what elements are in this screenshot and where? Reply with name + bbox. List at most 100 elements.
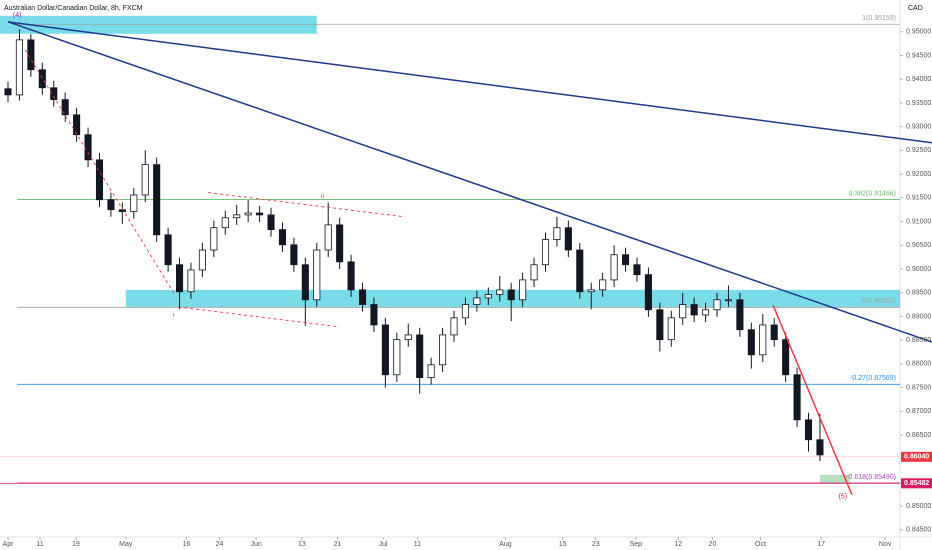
candle-body bbox=[198, 249, 206, 271]
x-tick-label: Nov bbox=[879, 541, 892, 548]
candle-body bbox=[290, 244, 298, 266]
labels: 0.845000.850000.855000.860000.865000.870… bbox=[3, 12, 932, 548]
trendline bbox=[7, 21, 932, 343]
y-tick-label: 0.86500 bbox=[906, 432, 931, 439]
y-tick-label: 0.88000 bbox=[906, 361, 931, 368]
candle-body bbox=[667, 317, 675, 341]
candle-body bbox=[256, 212, 264, 216]
fib-level-label: 0(0.89192) bbox=[862, 298, 896, 305]
candle-body bbox=[690, 304, 698, 316]
y-tick-label: 0.93500 bbox=[906, 100, 931, 107]
candle-body bbox=[73, 114, 81, 136]
candle-body bbox=[381, 324, 389, 376]
x-tick-label: 21 bbox=[333, 541, 341, 548]
candle-body bbox=[541, 239, 550, 266]
x-tick-label: 19 bbox=[72, 541, 80, 548]
y-tick-label: 0.90000 bbox=[906, 266, 931, 273]
fib-level-label: 0.382(0.91466) bbox=[849, 190, 896, 197]
candle-body bbox=[313, 249, 321, 301]
y-tick-label: 0.91500 bbox=[906, 195, 931, 202]
y-tick-label: 0.90500 bbox=[906, 242, 931, 249]
x-tick-label: 15 bbox=[559, 541, 567, 548]
candle-body bbox=[61, 99, 69, 116]
price-badge bbox=[901, 478, 932, 489]
candle-body bbox=[15, 39, 23, 96]
candle-body bbox=[496, 289, 504, 295]
x-tick-label: Oct bbox=[755, 541, 766, 548]
candle-body bbox=[679, 304, 687, 319]
candle-body bbox=[210, 227, 218, 251]
candle-body bbox=[770, 324, 778, 341]
price-badge bbox=[901, 451, 932, 462]
candle-body bbox=[38, 69, 46, 89]
zone-box bbox=[0, 15, 317, 34]
candle-body bbox=[393, 339, 401, 376]
candle-body bbox=[450, 317, 458, 336]
fib-level-label: -0.618(0.85490) bbox=[846, 474, 896, 481]
candle-body bbox=[576, 249, 584, 293]
candle-body bbox=[610, 254, 618, 281]
candle-body bbox=[175, 264, 184, 293]
wave-label: (5) bbox=[839, 494, 848, 501]
candle-body bbox=[519, 279, 527, 301]
zone-box bbox=[819, 474, 850, 483]
candle-body bbox=[816, 439, 824, 456]
price-badge-label: 0.85482 bbox=[904, 480, 929, 487]
x-tick-label: 23 bbox=[592, 541, 600, 548]
candle-body bbox=[484, 294, 492, 299]
candle-body bbox=[439, 334, 447, 366]
x-tick-label: 20 bbox=[709, 541, 717, 548]
x-tick-label: 12 bbox=[674, 541, 682, 548]
y-tick-label: 0.84500 bbox=[906, 527, 931, 534]
x-tick-label: May bbox=[119, 541, 133, 548]
x-tick-label: 11 bbox=[414, 541, 421, 548]
candle-body bbox=[461, 304, 469, 319]
x-tick-label: Jul bbox=[379, 541, 388, 548]
candle-body bbox=[95, 159, 104, 201]
candle-body bbox=[564, 227, 572, 251]
candle-body bbox=[747, 329, 755, 356]
y-tick-label: 0.95000 bbox=[906, 29, 931, 36]
candle-body bbox=[633, 264, 641, 276]
y-tick-label: 0.87500 bbox=[906, 384, 931, 391]
candle-body bbox=[107, 199, 115, 211]
y-tick-label: 0.92500 bbox=[906, 147, 931, 154]
candle-body bbox=[301, 264, 309, 301]
x-tick-label: Jun bbox=[251, 541, 262, 548]
x-tick-label: Sep bbox=[630, 541, 643, 548]
candle-body bbox=[267, 214, 275, 231]
x-tick-label: Apr bbox=[3, 541, 15, 548]
wave-label: i bbox=[173, 312, 175, 319]
candle-body bbox=[84, 134, 92, 161]
candle-body bbox=[244, 212, 252, 216]
x-tick-label: Aug bbox=[499, 541, 512, 548]
candle-body bbox=[141, 164, 149, 196]
x-tick-label: 13 bbox=[298, 541, 306, 548]
currency-label: CAD bbox=[908, 5, 923, 12]
wave-label: (4) bbox=[13, 12, 22, 19]
levels: 1(0.95159) 0.382(0.91466) 0(0.89192) -0.27(… bbox=[0, 15, 900, 484]
candle-body bbox=[702, 309, 710, 316]
candle-body bbox=[164, 234, 172, 266]
candle-body bbox=[782, 339, 790, 376]
candle-body bbox=[759, 324, 767, 356]
candle-body bbox=[118, 209, 126, 212]
candle-body bbox=[713, 299, 721, 311]
candle-body bbox=[347, 261, 355, 291]
candle-body bbox=[187, 269, 195, 293]
candle-body bbox=[724, 299, 733, 302]
trendline bbox=[7, 21, 932, 144]
x-tick-label: 16 bbox=[183, 541, 191, 548]
fib-level-label: 1(0.95159) bbox=[862, 15, 896, 22]
y-tick-label: 0.87000 bbox=[906, 408, 931, 415]
chart-title: Australian Dollar/Canadian Dollar, 8h, F… bbox=[4, 5, 143, 12]
y-tick-label: 0.89500 bbox=[906, 290, 931, 297]
fib-level-label: -0.27(0.87569) bbox=[850, 375, 896, 382]
candle-body bbox=[4, 88, 12, 96]
wave-label: ii bbox=[321, 194, 325, 201]
candle-body bbox=[599, 279, 607, 291]
x-tick-label: 11 bbox=[36, 541, 43, 548]
y-tick-label: 0.89000 bbox=[906, 313, 931, 320]
